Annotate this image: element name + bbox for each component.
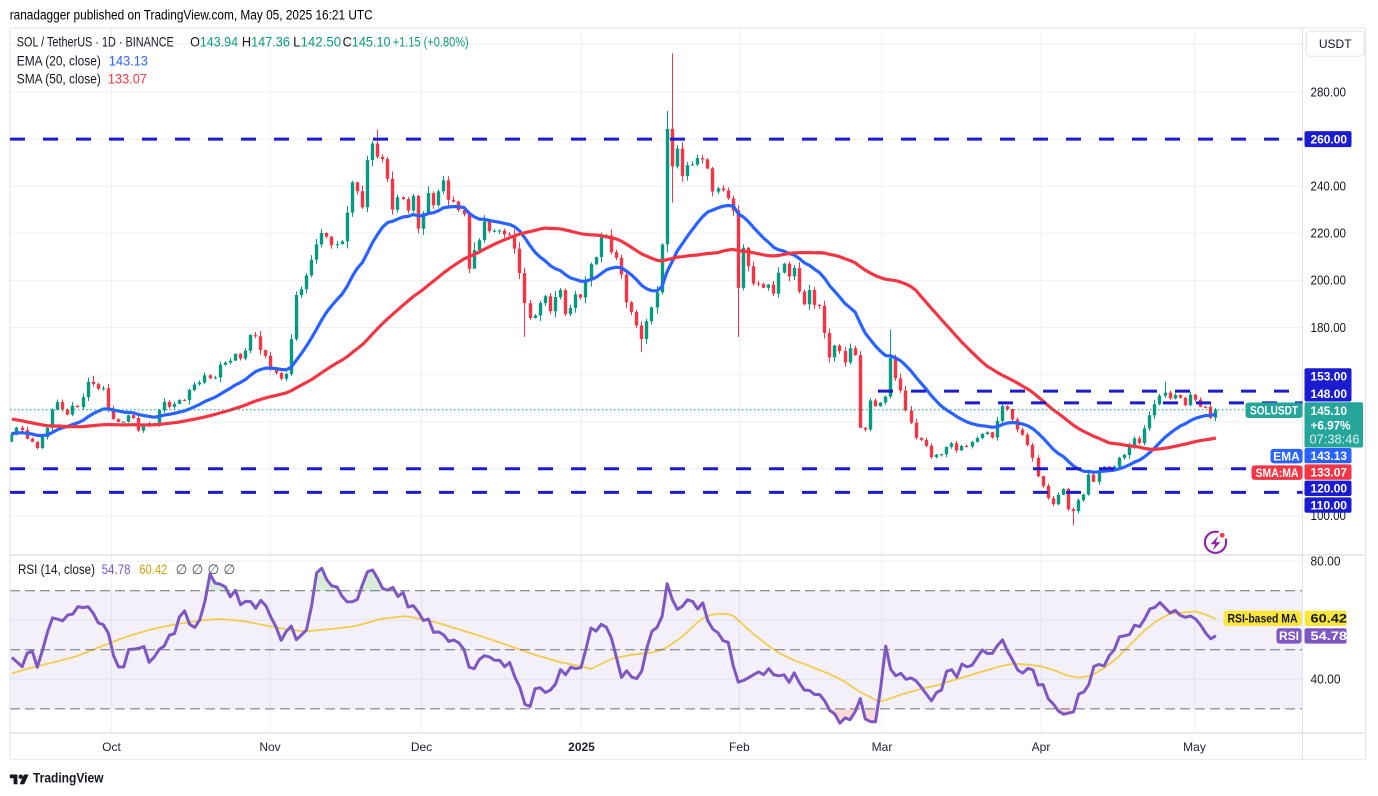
svg-text:54.78: 54.78 — [102, 562, 131, 577]
svg-text:240.00: 240.00 — [1311, 180, 1347, 194]
svg-text:148.00: 148.00 — [1311, 387, 1348, 401]
svg-text:280.00: 280.00 — [1311, 85, 1347, 99]
svg-text:∅: ∅ — [208, 562, 220, 577]
svg-text:200.00: 200.00 — [1311, 274, 1347, 288]
svg-text:60.42: 60.42 — [1311, 612, 1348, 626]
svg-text:Mar: Mar — [872, 740, 893, 754]
svg-text:143.13: 143.13 — [1311, 449, 1348, 463]
svg-text:Nov: Nov — [259, 740, 280, 754]
svg-text:Feb: Feb — [729, 740, 750, 754]
svg-text:∅: ∅ — [192, 562, 204, 577]
svg-text:180.00: 180.00 — [1311, 321, 1347, 335]
svg-text:133.07: 133.07 — [108, 72, 147, 87]
svg-text:∅: ∅ — [224, 562, 236, 577]
svg-text:May: May — [1183, 740, 1206, 754]
svg-text:SMA (50, close): SMA (50, close) — [17, 72, 101, 87]
svg-text:USDT: USDT — [1319, 37, 1352, 51]
svg-text:RSI-based MA: RSI-based MA — [1228, 612, 1298, 626]
svg-text:143.13: 143.13 — [109, 54, 148, 69]
svg-text:∅: ∅ — [176, 562, 188, 577]
svg-text:60.42: 60.42 — [139, 562, 167, 577]
svg-text:EMA: EMA — [1273, 449, 1300, 463]
svg-text:C145.10: C145.10 — [343, 34, 391, 50]
svg-text:Apr: Apr — [1032, 740, 1051, 754]
svg-text:133.07: 133.07 — [1311, 465, 1348, 479]
svg-text:SMA:MA: SMA:MA — [1256, 466, 1299, 480]
svg-text:RSI (14, close): RSI (14, close) — [18, 562, 95, 577]
svg-text:SOL / TetherUS · 1D · BINANCE: SOL / TetherUS · 1D · BINANCE — [17, 34, 174, 50]
svg-text:40.00: 40.00 — [1311, 673, 1341, 687]
svg-text:260.00: 260.00 — [1311, 132, 1348, 146]
svg-text:TradingView: TradingView — [33, 770, 104, 786]
svg-text:145.10: 145.10 — [1311, 404, 1348, 418]
svg-text:110.00: 110.00 — [1311, 498, 1348, 512]
svg-text:SOLUSDT: SOLUSDT — [1250, 403, 1299, 417]
svg-text:RSI: RSI — [1279, 629, 1299, 643]
svg-text:153.00: 153.00 — [1311, 370, 1348, 384]
svg-text:H147.36: H147.36 — [242, 34, 290, 50]
svg-text:EMA (20, close): EMA (20, close) — [17, 54, 101, 69]
svg-text:07:38:46: 07:38:46 — [1310, 433, 1360, 447]
svg-text:220.00: 220.00 — [1311, 227, 1347, 241]
svg-text:+6.97%: +6.97% — [1311, 418, 1351, 432]
svg-text:80.00: 80.00 — [1311, 554, 1341, 568]
svg-text:Dec: Dec — [411, 740, 432, 754]
svg-text:2025: 2025 — [568, 740, 595, 754]
svg-text:O143.94: O143.94 — [190, 34, 238, 50]
svg-text:ranadagger published on Tradin: ranadagger published on TradingView.com,… — [10, 8, 373, 23]
svg-text:54.78: 54.78 — [1311, 629, 1348, 643]
svg-text:120.00: 120.00 — [1311, 482, 1348, 496]
svg-text:+1.15 (+0.80%): +1.15 (+0.80%) — [393, 34, 469, 50]
svg-text:L142.50: L142.50 — [293, 34, 341, 50]
svg-text:Oct: Oct — [102, 740, 121, 754]
